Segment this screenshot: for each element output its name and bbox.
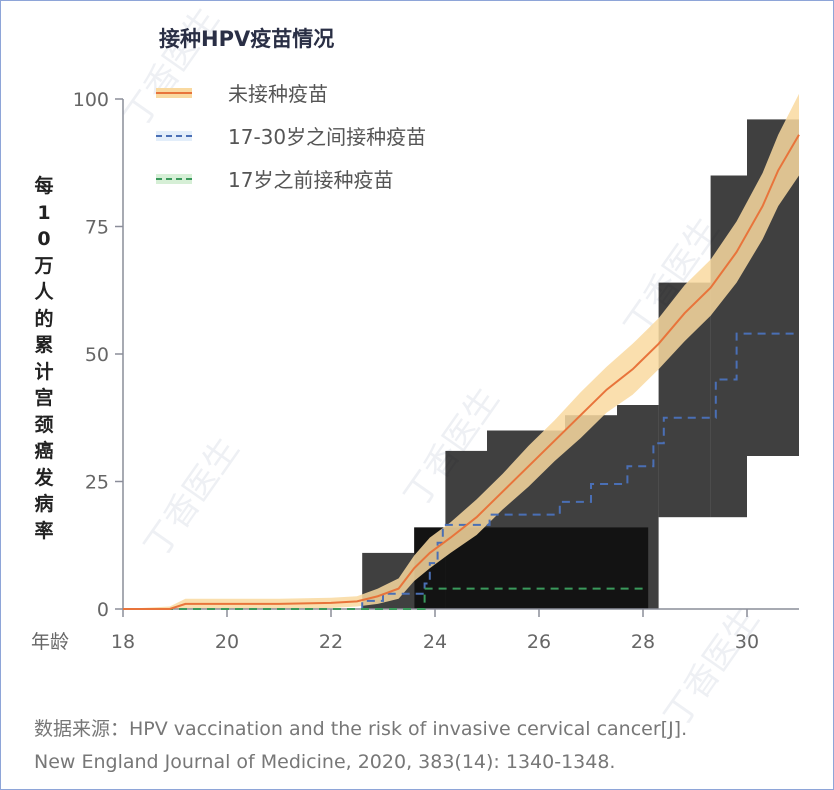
x-tick-label: 24 [423,631,447,653]
source-line: New England Journal of Medicine, 2020, 3… [34,751,616,773]
x-tick-label: 26 [527,631,551,653]
legend-label: 17岁之前接种疫苗 [228,168,394,192]
series-line-vacc_17_30 [123,332,799,610]
legend-item-before-17: 17岁之前接种疫苗 [156,157,426,200]
legend-swatch-dashed-blue [156,130,192,141]
x-tick-label: 22 [319,631,343,653]
series-line-vacc_before_17 [123,587,649,610]
x-tick-label: 18 [111,631,135,653]
legend-label: 未接种疫苗 [228,82,328,106]
y-tick-label: 100 [73,89,109,111]
legend-label: 17-30岁之间接种疫苗 [228,125,427,149]
x-tick-label: 30 [735,631,759,653]
y-tick-label: 75 [85,217,109,239]
x-axis-label: 年龄 [31,631,69,653]
chart-title: 接种HPV疫苗情况 [159,27,335,51]
y-tick-label: 50 [85,344,109,366]
source-citation: 数据来源：HPV vaccination and the risk of inv… [34,713,687,779]
y-axis-label: 每10万人的累计宫颈癌发病率 [34,175,54,542]
legend-swatch-dashed-green [156,173,192,184]
y-tick-label: 0 [97,599,109,621]
y-tick-label: 25 [85,472,109,494]
series-line-unvaccinated [123,134,800,610]
confidence-band-unvaccinated [123,93,799,609]
source-line: 数据来源：HPV vaccination and the risk of inv… [34,718,688,740]
x-tick-label: 28 [631,631,655,653]
plot-area: 0 25 50 75 100 18 20 22 24 26 28 30 年龄 [31,89,800,653]
legend-item-unvaccinated: 未接种疫苗 [156,71,426,114]
legend-item-17-30: 17-30岁之间接种疫苗 [156,114,426,157]
legend-swatch-solid [156,87,192,98]
x-tick-label: 20 [215,631,239,653]
legend: 未接种疫苗 17-30岁之间接种疫苗 17岁之前接种疫苗 [156,71,426,200]
